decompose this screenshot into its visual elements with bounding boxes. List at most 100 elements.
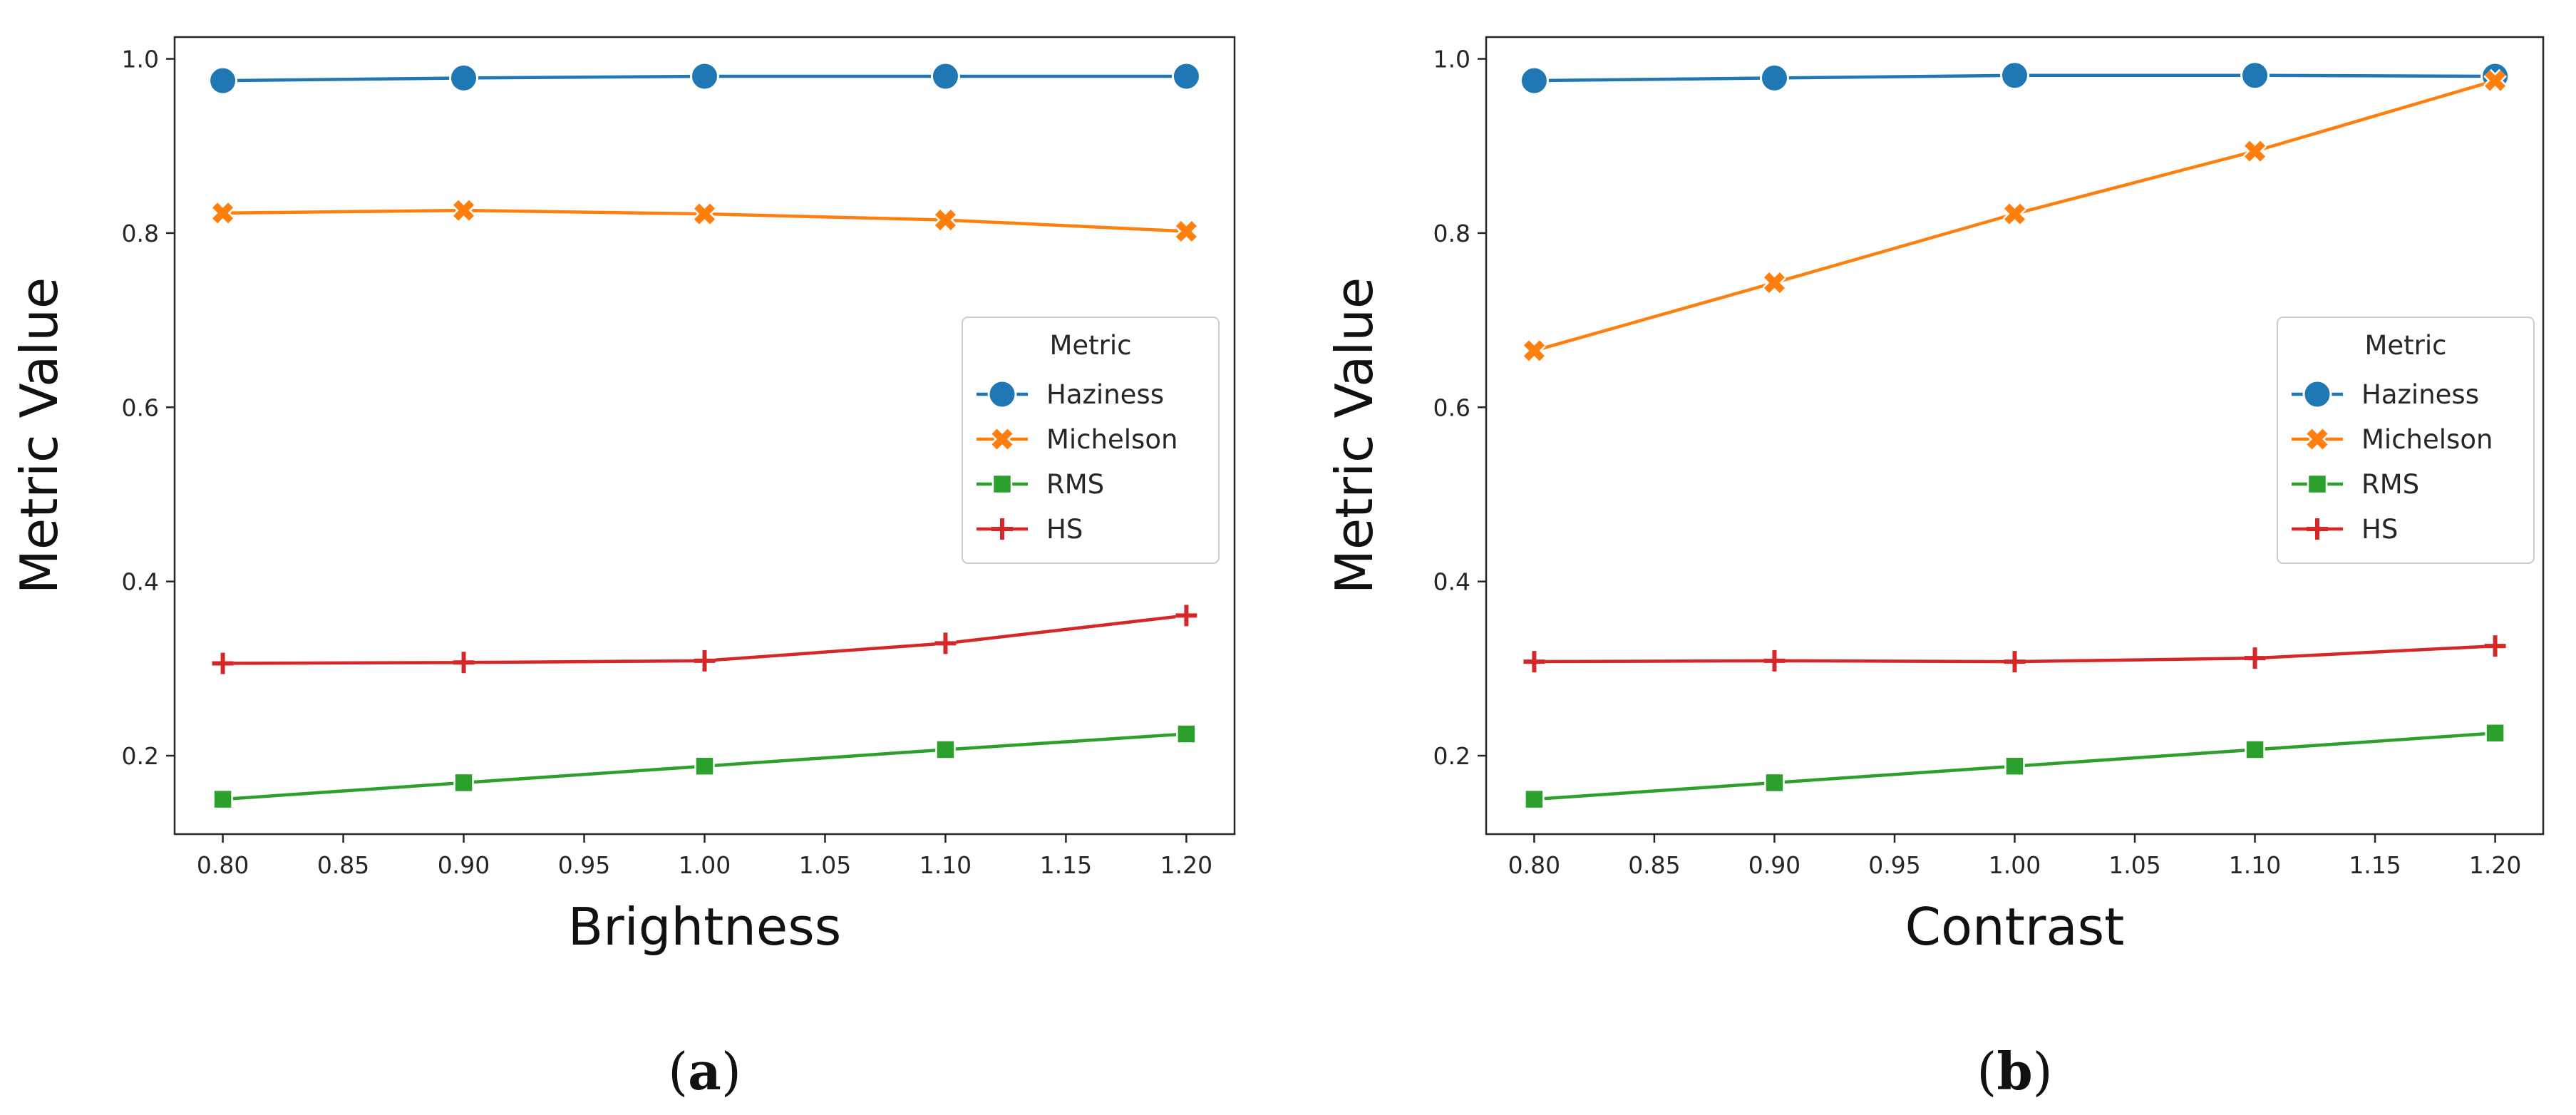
x-tick-label: 1.00 bbox=[679, 851, 731, 879]
legend-label: HS bbox=[2361, 514, 2398, 545]
panel-label-close: ) bbox=[2033, 1042, 2053, 1101]
series-hs bbox=[1523, 635, 2506, 673]
x-tick-label: 1.10 bbox=[2229, 851, 2281, 879]
data-point-hs-stroke bbox=[453, 652, 475, 674]
data-point-rms bbox=[694, 756, 715, 776]
legend-marker bbox=[991, 518, 1013, 540]
y-tick-label: 0.6 bbox=[1433, 394, 1470, 421]
y-tick-label: 1.0 bbox=[1433, 46, 1470, 73]
y-tick-label: 0.8 bbox=[1433, 220, 1470, 247]
data-point-haziness bbox=[2000, 61, 2029, 91]
x-tick-label: 1.10 bbox=[919, 851, 972, 879]
x-tick-label: 0.80 bbox=[197, 851, 249, 879]
data-point-hs bbox=[2244, 647, 2266, 669]
data-point-rms bbox=[2004, 756, 2025, 776]
x-tick-label: 1.15 bbox=[2349, 851, 2401, 879]
data-point-rms bbox=[2245, 739, 2265, 760]
y-tick-label: 0.4 bbox=[122, 568, 159, 596]
data-point-michelson bbox=[1175, 220, 1198, 243]
x-tick-label: 1.00 bbox=[1989, 851, 2041, 879]
legend-marker bbox=[990, 427, 1014, 451]
data-point-michelson-stroke bbox=[694, 203, 716, 225]
data-point-hs-stroke bbox=[934, 632, 957, 654]
data-point-hs-stroke bbox=[212, 652, 234, 674]
data-point-haziness bbox=[930, 61, 960, 91]
legend-title: Metric bbox=[1049, 330, 1131, 361]
legend-marker bbox=[987, 379, 1017, 409]
series-michelson bbox=[211, 198, 1198, 243]
panel-label-open: ( bbox=[1977, 1042, 1997, 1101]
data-point-haziness bbox=[690, 61, 719, 91]
data-point-michelson bbox=[2483, 68, 2507, 93]
data-point-michelson-stroke bbox=[1175, 220, 1197, 242]
legend-entry-rms: RMS bbox=[977, 469, 1104, 500]
data-point-rms bbox=[212, 788, 233, 810]
x-tick-label: 0.85 bbox=[1628, 851, 1680, 879]
panel-label: (a) bbox=[668, 1041, 741, 1101]
data-point-hs-stroke bbox=[694, 649, 716, 672]
legend-label: Haziness bbox=[1046, 379, 1164, 410]
legend-label: Michelson bbox=[1046, 424, 1178, 455]
data-point-rms bbox=[1524, 788, 1545, 810]
legend-entry-hs: HS bbox=[977, 514, 1083, 545]
data-point-michelson bbox=[693, 202, 716, 226]
series-rms bbox=[1524, 723, 2505, 810]
data-point-rms bbox=[935, 739, 956, 760]
legend-marker-stroke bbox=[991, 518, 1013, 540]
legend-entry-haziness: Haziness bbox=[2292, 379, 2479, 410]
x-tick-label: 0.80 bbox=[1508, 851, 1560, 879]
data-point-hs-stroke bbox=[2244, 647, 2266, 669]
data-point-hs-stroke bbox=[1523, 651, 1545, 673]
data-point-michelson bbox=[1523, 339, 1546, 363]
data-point-michelson-stroke bbox=[2004, 203, 2026, 225]
legend-entry-haziness: Haziness bbox=[977, 379, 1164, 410]
data-point-michelson-stroke bbox=[2245, 140, 2266, 162]
data-point-hs-stroke bbox=[1175, 605, 1197, 627]
legend-label: RMS bbox=[1046, 469, 1104, 500]
data-point-michelson-stroke bbox=[212, 202, 234, 224]
y-tick-label: 0.4 bbox=[1433, 568, 1470, 596]
legend-title: Metric bbox=[2364, 330, 2446, 361]
series-rms bbox=[212, 724, 1197, 810]
panel-label-letter: b bbox=[1997, 1041, 2032, 1101]
x-axis-label: Brightness bbox=[568, 897, 842, 957]
x-tick-label: 0.95 bbox=[1868, 851, 1920, 879]
y-tick-label: 0.8 bbox=[122, 220, 159, 247]
y-axis-label: Metric Value bbox=[1324, 277, 1384, 594]
series-hs bbox=[212, 605, 1197, 674]
legend-marker bbox=[2307, 473, 2328, 495]
x-axis-label: Contrast bbox=[1905, 897, 2125, 957]
x-tick-label: 1.05 bbox=[2108, 851, 2160, 879]
legend-label: Haziness bbox=[2361, 379, 2479, 410]
legend-label: Michelson bbox=[2361, 424, 2493, 455]
data-point-michelson bbox=[2243, 139, 2267, 163]
panel-label-open: ( bbox=[668, 1042, 688, 1101]
x-tick-label: 0.90 bbox=[1748, 851, 1800, 879]
data-point-hs-stroke bbox=[2484, 635, 2506, 657]
data-point-hs bbox=[2004, 651, 2026, 673]
data-point-hs bbox=[694, 649, 716, 672]
legend-entry-hs: HS bbox=[2292, 514, 2398, 545]
chart-panel-b: 0.80 0.85 0.90 0.95 1.00 1.05 1.10 1.15 1.20 0.2 0… bbox=[1324, 36, 2545, 1101]
legend-marker bbox=[2302, 379, 2332, 409]
panel-label-close: ) bbox=[721, 1042, 741, 1101]
y-axis-label: Metric Value bbox=[9, 277, 69, 594]
data-point-michelson-stroke bbox=[453, 200, 475, 221]
x-tick-label: 1.05 bbox=[799, 851, 851, 879]
data-point-haziness bbox=[208, 66, 238, 96]
data-point-hs bbox=[1763, 649, 1786, 672]
y-tick-label: 1.0 bbox=[122, 46, 159, 73]
legend-entry-rms: RMS bbox=[2292, 469, 2419, 500]
legend-marker bbox=[991, 473, 1013, 495]
x-tick-label: 1.20 bbox=[2469, 851, 2521, 879]
legend: Metric Haziness Michelson RMS HS bbox=[2277, 317, 2535, 564]
data-point-rms bbox=[453, 772, 474, 793]
legend-entry-michelson: Michelson bbox=[977, 424, 1178, 455]
data-point-michelson-stroke bbox=[1763, 272, 1785, 294]
data-point-michelson bbox=[934, 208, 957, 232]
data-point-michelson bbox=[2003, 202, 2026, 226]
x-tick-label: 0.95 bbox=[558, 851, 610, 879]
legend-box bbox=[2277, 317, 2535, 564]
x-tick-label: 0.90 bbox=[438, 851, 490, 879]
